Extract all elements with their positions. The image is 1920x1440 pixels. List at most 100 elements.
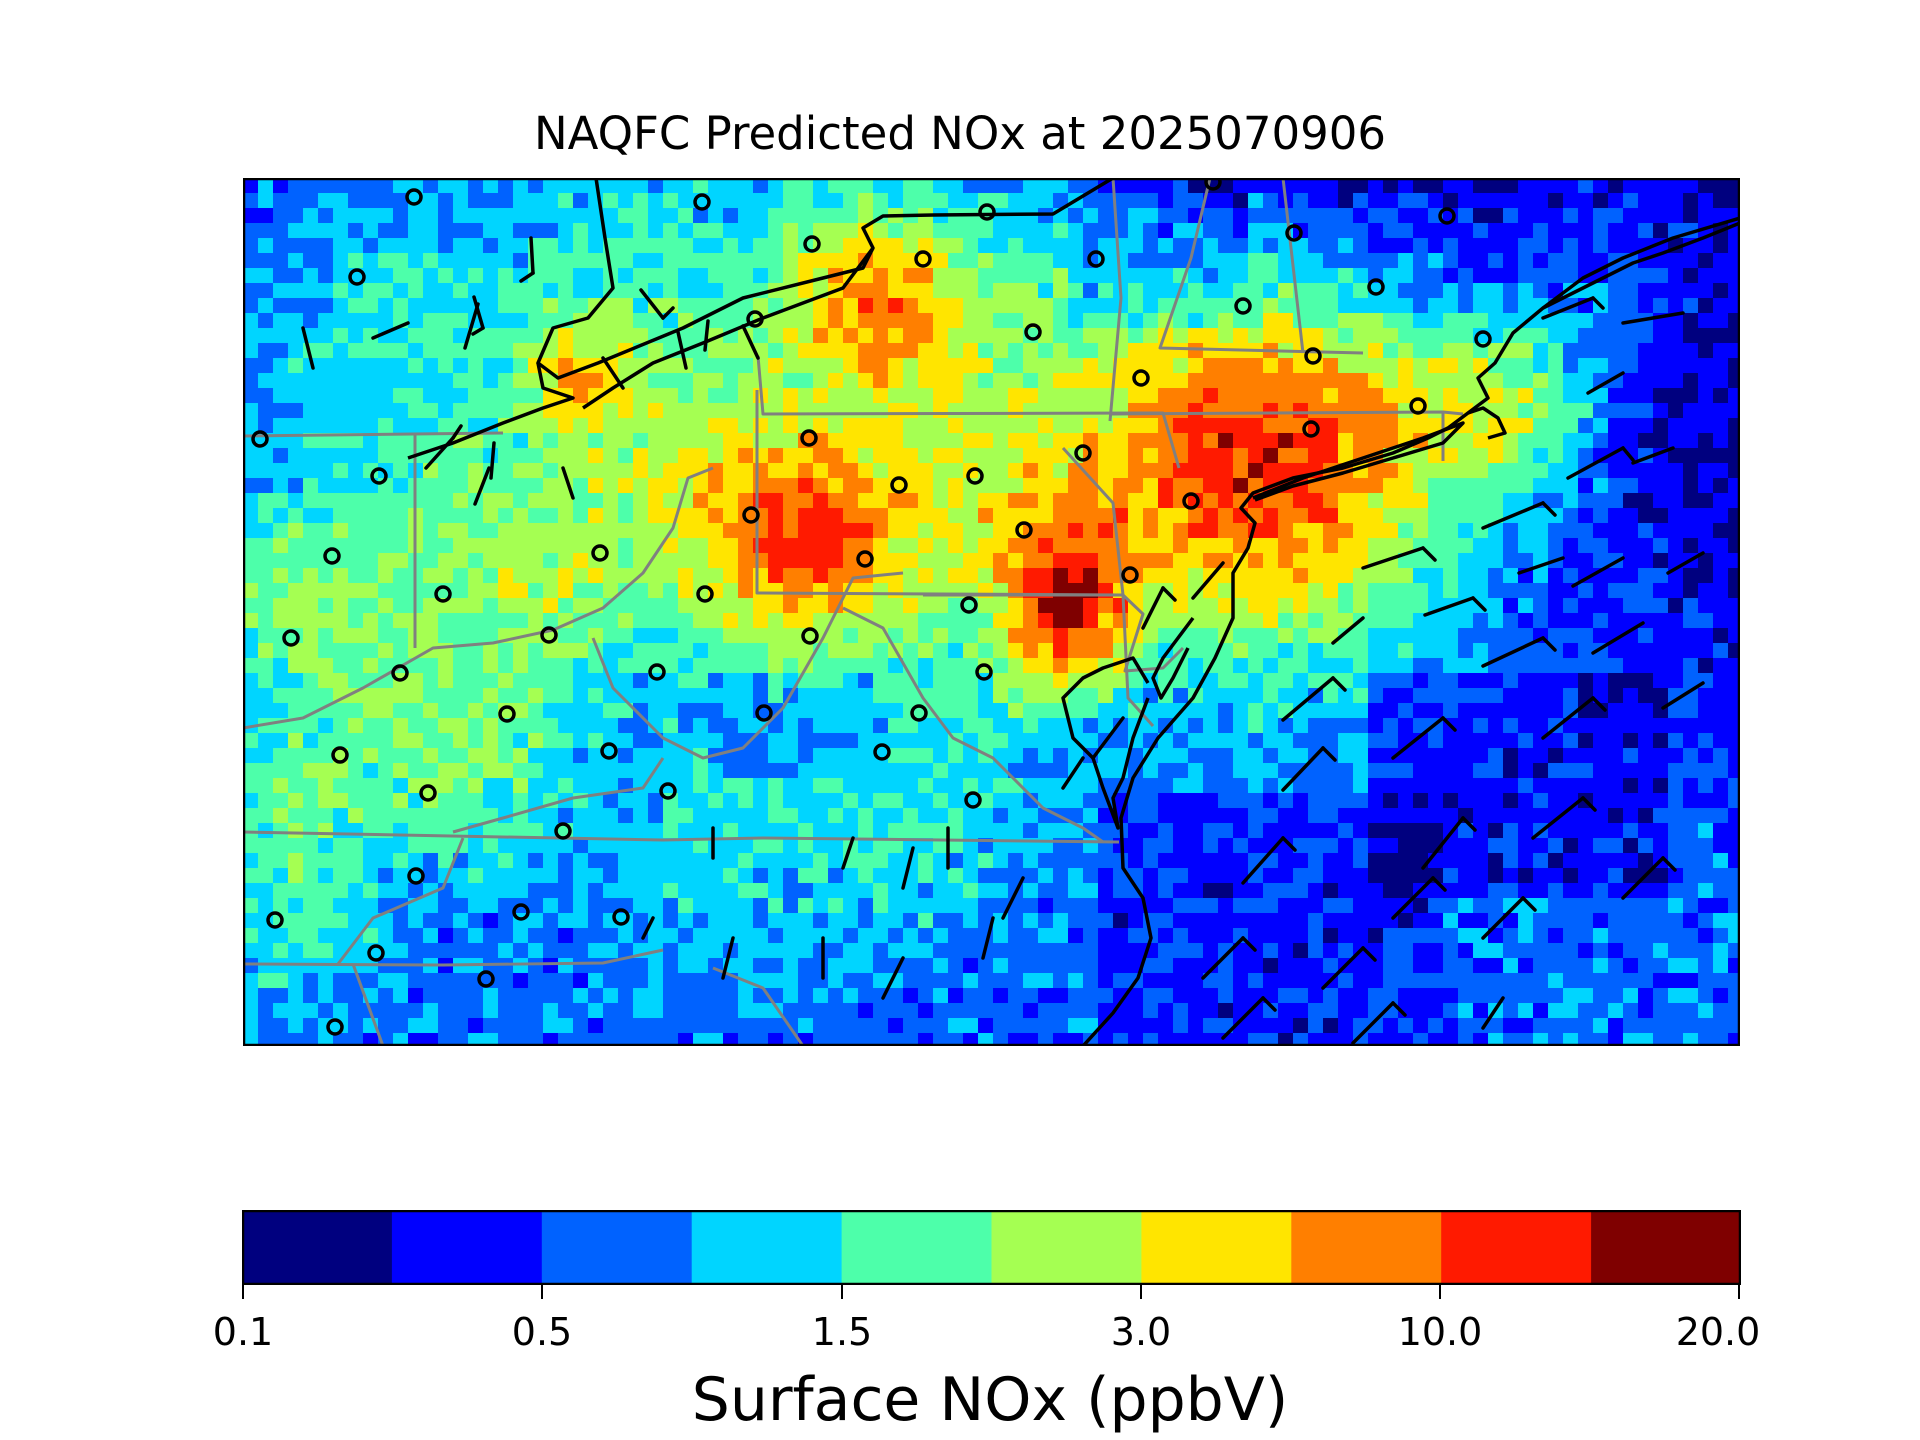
field-cell bbox=[408, 388, 424, 404]
field-cell bbox=[1548, 703, 1564, 719]
field-cell bbox=[1503, 598, 1519, 614]
field-cell bbox=[918, 553, 934, 569]
field-cell bbox=[963, 178, 979, 194]
field-cell bbox=[303, 778, 319, 794]
field-cell bbox=[1053, 793, 1069, 809]
field-cell bbox=[1653, 793, 1669, 809]
field-cell bbox=[1053, 613, 1069, 629]
field-cell bbox=[1308, 853, 1324, 869]
field-cell bbox=[1068, 643, 1084, 659]
field-cell bbox=[933, 538, 949, 554]
field-cell bbox=[858, 178, 874, 194]
field-cell bbox=[738, 403, 754, 419]
field-cell bbox=[1248, 823, 1264, 839]
field-cell bbox=[468, 868, 484, 884]
field-cell bbox=[498, 328, 514, 344]
field-cell bbox=[1128, 703, 1144, 719]
field-cell bbox=[993, 778, 1009, 794]
field-cell bbox=[798, 583, 814, 599]
field-cell bbox=[1023, 193, 1039, 209]
field-cell bbox=[573, 268, 589, 284]
field-cell bbox=[783, 223, 799, 239]
field-cell bbox=[603, 763, 619, 779]
field-cell bbox=[933, 283, 949, 299]
field-cell bbox=[1698, 808, 1714, 824]
field-cell bbox=[1728, 643, 1740, 659]
field-cell bbox=[1068, 208, 1084, 224]
field-cell bbox=[333, 433, 349, 449]
field-cell bbox=[1053, 313, 1069, 329]
field-cell bbox=[573, 838, 589, 854]
field-cell bbox=[693, 298, 709, 314]
field-cell bbox=[1368, 343, 1384, 359]
field-cell bbox=[1503, 583, 1519, 599]
field-cell bbox=[1413, 613, 1429, 629]
field-cell bbox=[1638, 328, 1654, 344]
field-cell bbox=[1293, 388, 1309, 404]
field-cell bbox=[1248, 883, 1264, 899]
field-cell bbox=[1623, 823, 1639, 839]
field-cell bbox=[633, 298, 649, 314]
field-cell bbox=[1128, 238, 1144, 254]
field-cell bbox=[678, 208, 694, 224]
field-cell bbox=[1368, 313, 1384, 329]
field-cell bbox=[1188, 823, 1204, 839]
field-cell bbox=[483, 913, 499, 929]
field-cell bbox=[1728, 328, 1740, 344]
field-cell bbox=[1428, 478, 1444, 494]
field-cell bbox=[648, 853, 664, 869]
field-cell bbox=[1563, 343, 1579, 359]
field-cell bbox=[573, 433, 589, 449]
field-cell bbox=[783, 643, 799, 659]
field-cell bbox=[1488, 853, 1504, 869]
field-cell bbox=[1323, 793, 1339, 809]
field-cell bbox=[1443, 613, 1459, 629]
field-cell bbox=[1203, 688, 1219, 704]
field-cell bbox=[1563, 388, 1579, 404]
field-cell bbox=[948, 403, 964, 419]
field-cell bbox=[648, 553, 664, 569]
field-cell bbox=[1278, 853, 1294, 869]
field-cell bbox=[1263, 748, 1279, 764]
field-cell bbox=[1473, 628, 1489, 644]
field-cell bbox=[1548, 313, 1564, 329]
field-cell bbox=[348, 343, 364, 359]
field-cell bbox=[1293, 403, 1309, 419]
field-cell bbox=[813, 913, 829, 929]
field-cell bbox=[1398, 598, 1414, 614]
field-cell bbox=[1578, 373, 1594, 389]
field-cell bbox=[738, 253, 754, 269]
field-cell bbox=[1608, 403, 1624, 419]
field-cell bbox=[1548, 808, 1564, 824]
field-cell bbox=[303, 553, 319, 569]
field-cell bbox=[1083, 508, 1099, 524]
field-cell bbox=[558, 343, 574, 359]
field-cell bbox=[573, 703, 589, 719]
field-cell bbox=[963, 388, 979, 404]
field-cell bbox=[1653, 613, 1669, 629]
field-cell bbox=[288, 448, 304, 464]
field-cell bbox=[318, 748, 334, 764]
field-cell bbox=[1653, 598, 1669, 614]
field-cell bbox=[1608, 838, 1624, 854]
field-cell bbox=[558, 403, 574, 419]
field-cell bbox=[288, 583, 304, 599]
field-cell bbox=[1338, 883, 1354, 899]
field-cell bbox=[1713, 373, 1729, 389]
field-cell bbox=[1068, 493, 1084, 509]
field-cell bbox=[438, 493, 454, 509]
field-cell bbox=[498, 883, 514, 899]
field-cell bbox=[603, 838, 619, 854]
field-cell bbox=[1518, 238, 1534, 254]
field-cell bbox=[363, 748, 379, 764]
field-cell bbox=[438, 538, 454, 554]
field-cell bbox=[873, 178, 889, 194]
field-cell bbox=[318, 838, 334, 854]
field-cell bbox=[1263, 208, 1279, 224]
field-cell bbox=[423, 568, 439, 584]
field-cell bbox=[1203, 808, 1219, 824]
field-cell bbox=[1068, 553, 1084, 569]
field-cell bbox=[978, 253, 994, 269]
field-cell bbox=[348, 328, 364, 344]
field-cell bbox=[588, 583, 604, 599]
